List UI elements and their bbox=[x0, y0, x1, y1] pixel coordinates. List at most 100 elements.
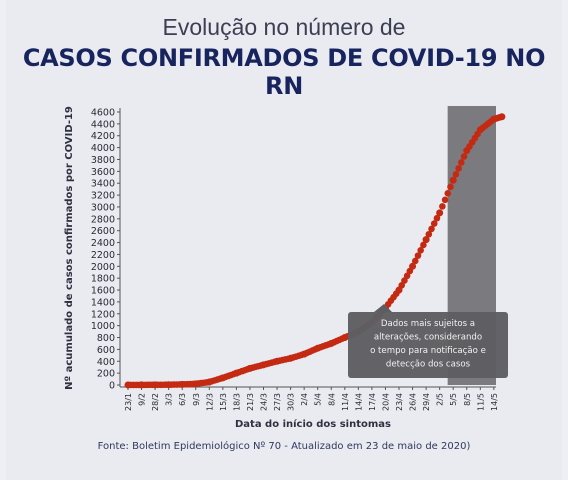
y-tick-label: 600 bbox=[97, 345, 115, 356]
data-point bbox=[476, 126, 484, 134]
data-point-marker bbox=[425, 230, 433, 238]
data-point bbox=[124, 381, 132, 389]
data-point bbox=[327, 339, 335, 347]
x-tick-label: 8/5 bbox=[463, 393, 472, 406]
data-point-marker bbox=[428, 225, 435, 233]
data-point-marker bbox=[411, 257, 419, 265]
y-tick-label: 3800 bbox=[91, 155, 115, 166]
y-tick-label: 2400 bbox=[91, 238, 115, 249]
x-tick-label: 3/3 bbox=[165, 393, 174, 406]
y-axis-label: Nº acumulado de casos confirmados por CO… bbox=[64, 106, 75, 390]
x-tick-label: 24/3 bbox=[260, 393, 269, 411]
x-axis-label: Data do início dos sintomas bbox=[235, 418, 391, 430]
y-tick-label: 400 bbox=[97, 357, 115, 368]
x-tick-label: 30/3 bbox=[287, 393, 296, 411]
y-tick-label: 3400 bbox=[91, 179, 115, 190]
data-point bbox=[138, 381, 146, 389]
data-point-marker bbox=[460, 153, 468, 160]
data-point bbox=[219, 374, 227, 382]
x-tick-label: 29/4 bbox=[422, 393, 431, 411]
data-point-marker bbox=[433, 214, 441, 222]
y-tick-label: 4600 bbox=[91, 108, 115, 119]
x-tick-label: 23/1 bbox=[124, 393, 133, 411]
data-point bbox=[273, 357, 281, 365]
x-tick-label: 26/4 bbox=[409, 393, 418, 411]
data-point bbox=[192, 380, 200, 388]
x-tick-label: 9/3 bbox=[192, 393, 201, 406]
y-tick-label: 0 bbox=[109, 381, 115, 392]
y-tick-label: 1000 bbox=[91, 321, 115, 332]
y-tick-label: 1200 bbox=[91, 309, 115, 320]
data-point bbox=[178, 380, 186, 388]
y-tick-label: 2800 bbox=[91, 214, 115, 225]
data-point-marker bbox=[420, 241, 427, 249]
y-tick-label: 4200 bbox=[91, 131, 115, 142]
data-point bbox=[260, 361, 267, 369]
x-tick-label: 14/5 bbox=[490, 393, 499, 411]
data-point-marker bbox=[447, 183, 454, 191]
data-point bbox=[300, 350, 308, 358]
data-point bbox=[287, 354, 295, 362]
data-point bbox=[422, 236, 430, 244]
data-point-marker bbox=[430, 220, 438, 227]
x-tick-label: 12/3 bbox=[205, 393, 214, 411]
annotation-box bbox=[348, 312, 508, 378]
footer-source: Fonte: Boletim Epidemiológico Nº 70 - At… bbox=[97, 441, 471, 452]
x-tick-label: 20/4 bbox=[381, 393, 390, 411]
data-point-marker bbox=[452, 171, 460, 178]
data-point bbox=[498, 113, 506, 121]
data-point bbox=[246, 364, 254, 372]
x-tick-label: 21/3 bbox=[246, 393, 255, 411]
y-tick-label: 3000 bbox=[91, 202, 115, 213]
data-point-marker bbox=[417, 246, 424, 254]
x-tick-label: 8/4 bbox=[327, 393, 336, 406]
x-tick-label: 2/4 bbox=[300, 393, 309, 406]
x-tick-label: 28/2 bbox=[151, 393, 160, 411]
data-point bbox=[205, 378, 213, 386]
data-point bbox=[449, 176, 457, 184]
data-point bbox=[436, 209, 444, 217]
data-point-marker bbox=[439, 203, 446, 210]
annotation-text: Dados mais sujeitos a alterações, conside… bbox=[370, 319, 486, 370]
data-point-marker bbox=[441, 196, 449, 204]
x-tick-label: 6/3 bbox=[178, 393, 187, 406]
y-tick-label: 1400 bbox=[91, 297, 115, 308]
annotation-pointer bbox=[374, 304, 392, 312]
x-tick-label: 5/4 bbox=[314, 393, 323, 406]
x-tick-label: 27/3 bbox=[273, 393, 282, 411]
x-tick-label: 23/4 bbox=[395, 393, 404, 411]
y-tick-label: 2000 bbox=[91, 262, 115, 273]
x-tick-label: 11/4 bbox=[341, 393, 350, 411]
x-tick-label: 18/3 bbox=[232, 393, 241, 411]
y-tick-label: 4000 bbox=[91, 143, 115, 154]
y-tick-label: 4400 bbox=[91, 119, 115, 130]
data-point-marker bbox=[455, 165, 462, 172]
data-point bbox=[395, 286, 403, 294]
data-point bbox=[341, 334, 349, 342]
y-tick-label: 3200 bbox=[91, 191, 115, 202]
y-tick-label: 3600 bbox=[91, 167, 115, 178]
y-tick-label: 2200 bbox=[91, 250, 115, 261]
y-tick-label: 1800 bbox=[91, 274, 115, 285]
x-tick-label: 17/4 bbox=[368, 393, 377, 411]
data-point-marker bbox=[458, 159, 465, 166]
x-tick-label: 14/4 bbox=[354, 393, 363, 411]
data-point bbox=[490, 115, 498, 123]
data-point bbox=[165, 381, 173, 389]
x-tick-label: 5/5 bbox=[449, 393, 458, 406]
data-point bbox=[314, 344, 322, 352]
data-point bbox=[463, 147, 471, 155]
x-tick-label: 9/2 bbox=[138, 393, 147, 406]
data-point-marker bbox=[444, 190, 452, 197]
chart-title: CASOS CONFIRMADOS DE COVID-19 NO RN bbox=[22, 44, 546, 100]
y-tick-label: 200 bbox=[97, 369, 115, 380]
data-point bbox=[151, 381, 159, 389]
data-point-marker bbox=[414, 252, 422, 259]
x-tick-label: 2/5 bbox=[436, 393, 445, 406]
data-point bbox=[409, 262, 417, 270]
y-tick-label: 2600 bbox=[91, 226, 115, 237]
y-tick-label: 1600 bbox=[91, 286, 115, 297]
x-tick-label: 11/5 bbox=[476, 393, 485, 411]
y-tick-label: 800 bbox=[97, 333, 115, 344]
